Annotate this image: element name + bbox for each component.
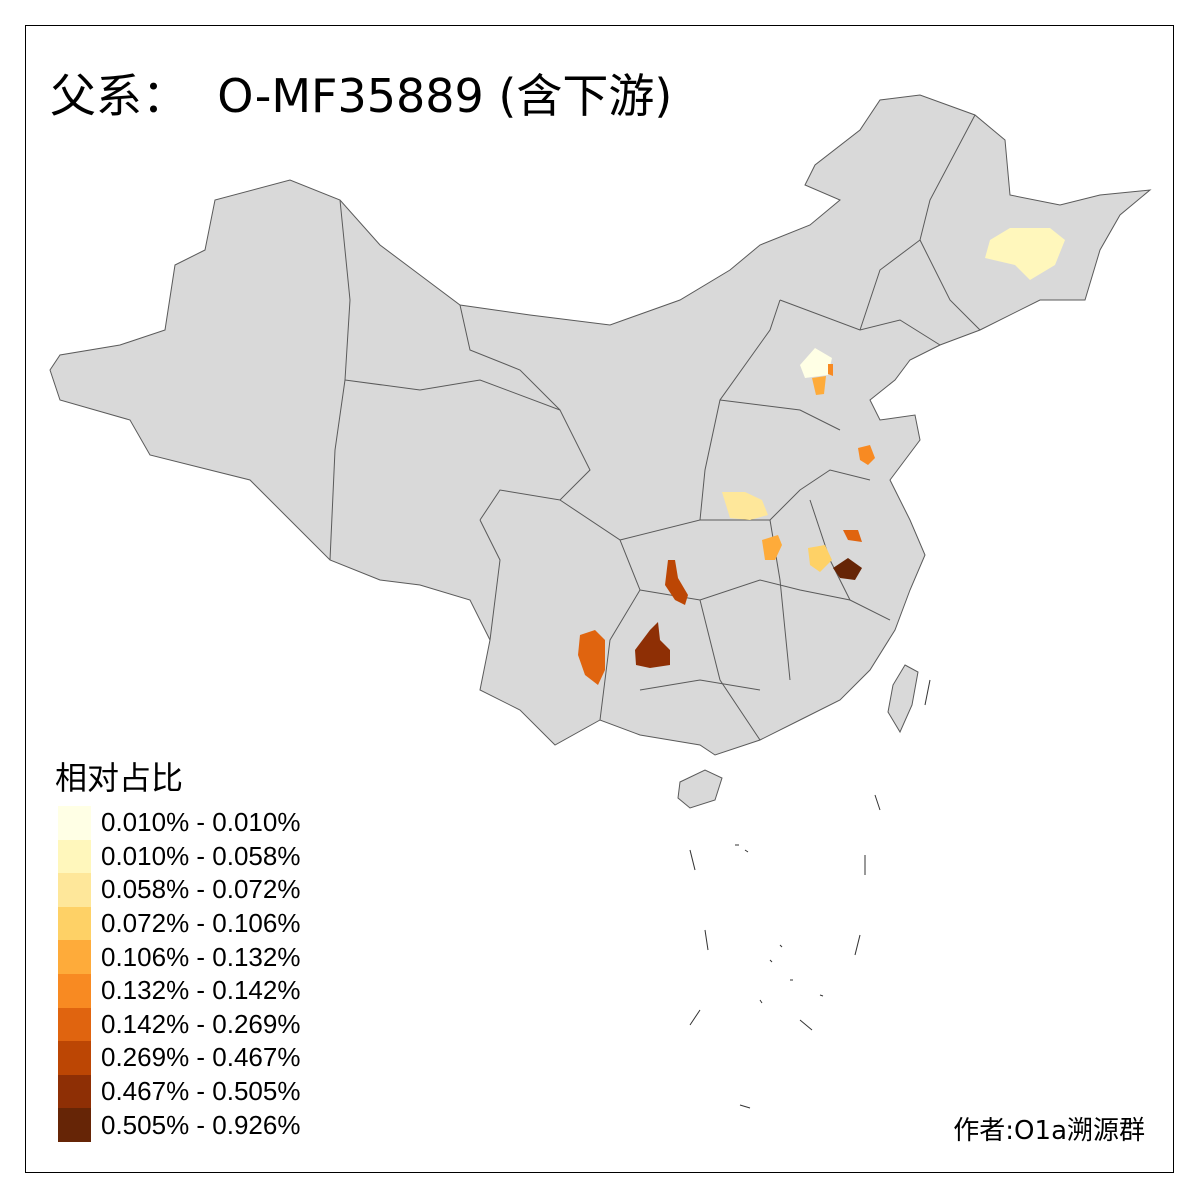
legend-label: 0.269% - 0.467% <box>101 1042 301 1073</box>
legend-swatch <box>58 906 91 941</box>
hainan-island <box>677 769 723 809</box>
legend-swatch <box>58 1108 91 1142</box>
legend-label: 0.072% - 0.106% <box>101 908 301 939</box>
mainland-outline <box>49 94 1152 756</box>
legend-swatch <box>58 940 91 974</box>
legend-label: 0.106% - 0.132% <box>101 941 301 972</box>
legend-swatch <box>58 806 91 840</box>
highlighted-regions <box>578 228 1065 685</box>
legend-label: 0.132% - 0.142% <box>101 975 301 1006</box>
region-anhui-a <box>808 545 832 572</box>
legend-item: 0.132% - 0.142% <box>58 973 301 1008</box>
legend-label: 0.058% - 0.072% <box>101 874 301 905</box>
region-shandong <box>858 445 875 465</box>
map-title: 父系： O-MF35889 (含下游) <box>50 69 673 123</box>
region-beijing <box>800 348 832 378</box>
region-yunnan <box>578 630 605 685</box>
legend-swatch <box>58 1007 91 1042</box>
legend-title: 相对占比 <box>55 759 184 797</box>
legend-swatch <box>58 973 91 1008</box>
legend-item: 0.072% - 0.106% <box>58 906 301 941</box>
legend-label: 0.142% - 0.269% <box>101 1008 301 1039</box>
region-guizhou <box>635 622 670 668</box>
author-credit: 作者:O1a溯源群 <box>953 1116 1145 1146</box>
legend-label: 0.010% - 0.010% <box>101 807 301 838</box>
legend-item: 0.142% - 0.269% <box>58 1007 301 1042</box>
region-tianjin <box>828 364 833 376</box>
legend-swatch <box>58 1074 91 1109</box>
region-hubei <box>762 535 782 560</box>
legend-label: 0.010% - 0.058% <box>101 840 301 871</box>
legend-swatch <box>58 1041 91 1075</box>
legend-item: 0.269% - 0.467% <box>58 1041 300 1075</box>
legend-swatch <box>58 839 91 874</box>
taiwan-island <box>887 664 919 734</box>
region-henan <box>722 492 768 520</box>
legend-item: 0.010% - 0.010% <box>58 806 300 840</box>
legend-label: 0.467% - 0.505% <box>101 1076 301 1107</box>
region-northeast <box>985 228 1065 280</box>
south-sea-islands <box>689 679 931 1109</box>
legend-item: 0.058% - 0.072% <box>58 873 300 907</box>
region-chongqing <box>665 560 688 605</box>
legend-item: 0.106% - 0.132% <box>58 940 300 974</box>
legend-item: 0.010% - 0.058% <box>58 839 301 874</box>
legend: 0.010% - 0.010% 0.010% - 0.058% 0.058% - 0… <box>58 806 300 1142</box>
region-hebei <box>812 376 826 395</box>
legend-item: 0.467% - 0.505% <box>58 1074 301 1109</box>
legend-label: 0.505% - 0.926% <box>101 1109 301 1140</box>
plot-frame <box>25 25 1174 1173</box>
region-anhui-c <box>833 558 862 580</box>
legend-swatch <box>58 873 91 907</box>
legend-item: 0.505% - 0.926% <box>58 1108 300 1142</box>
province-borders <box>329 114 981 741</box>
region-anhui-b <box>843 530 862 542</box>
